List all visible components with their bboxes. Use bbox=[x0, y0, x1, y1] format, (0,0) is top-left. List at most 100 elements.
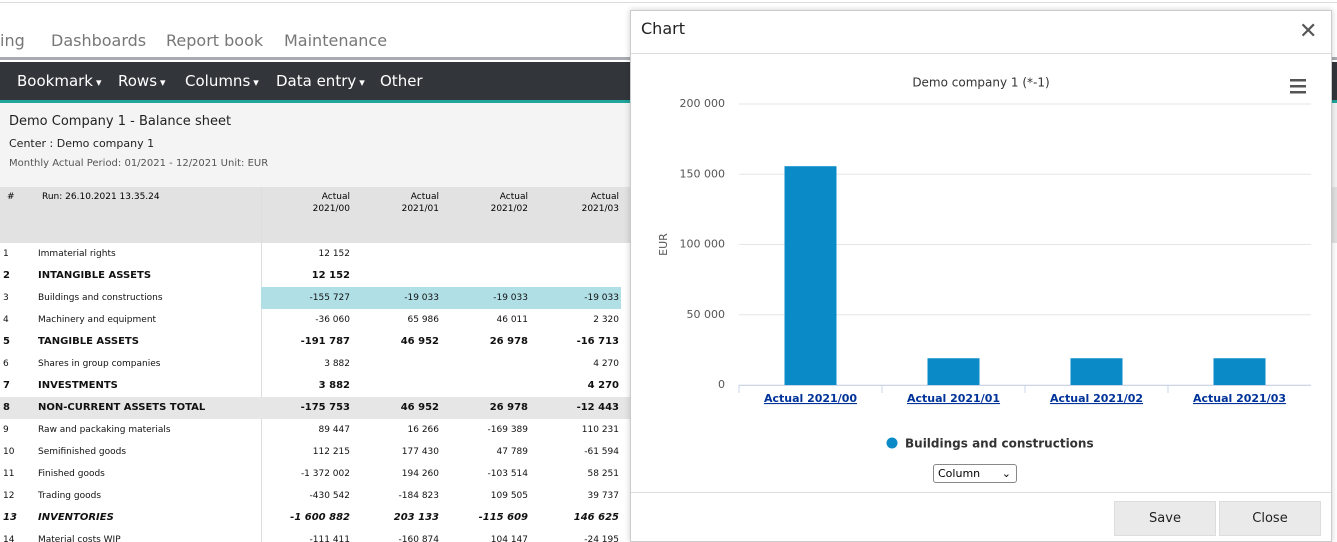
toolbar-menu[interactable]: Rows ▾ bbox=[118, 72, 166, 90]
toolbar-menu[interactable]: Data entry ▾ bbox=[276, 72, 365, 90]
cell-value: -160 874 bbox=[398, 535, 439, 542]
x-tick-label[interactable]: Actual 2021/03 bbox=[1193, 392, 1286, 405]
bar bbox=[1070, 358, 1123, 385]
row-label: Machinery and equipment bbox=[38, 315, 157, 325]
toolbar-menu[interactable]: Bookmark ▾ bbox=[17, 72, 102, 90]
cell-value: -36 060 bbox=[315, 315, 350, 325]
row-label: NON-CURRENT ASSETS TOTAL bbox=[38, 402, 206, 413]
cell-value: -16 713 bbox=[576, 336, 619, 347]
y-axis-label: EUR bbox=[657, 233, 670, 256]
cell-value: 89 447 bbox=[318, 425, 351, 435]
cell-value: -1 600 882 bbox=[290, 512, 350, 523]
cell-value: -12 443 bbox=[576, 402, 619, 413]
nav-tab[interactable]: ing bbox=[0, 31, 25, 50]
column-header-label: Actual bbox=[590, 192, 619, 202]
y-tick-label: 150 000 bbox=[680, 167, 726, 180]
row-label: Shares in group companies bbox=[38, 359, 161, 369]
save-button[interactable]: Save bbox=[1114, 501, 1216, 536]
cell-value: 203 133 bbox=[393, 512, 439, 523]
cell-value: 39 737 bbox=[587, 491, 620, 501]
dropdown-arrow: ▾ bbox=[253, 76, 259, 89]
header-number: # bbox=[7, 192, 15, 202]
row-number: 12 bbox=[3, 491, 15, 501]
column-header-period: 2021/02 bbox=[490, 204, 528, 214]
row-label: Raw and packaking materials bbox=[38, 425, 171, 435]
cell-value: -61 594 bbox=[584, 447, 619, 457]
nav-tab[interactable]: Report book bbox=[166, 31, 264, 50]
bar bbox=[784, 166, 837, 385]
menu-icon-bar bbox=[1290, 79, 1306, 82]
select-arrow: ⌄ bbox=[1001, 467, 1011, 480]
row-number: 4 bbox=[3, 315, 9, 325]
dialog-title: Chart bbox=[641, 19, 685, 38]
cell-value: 16 266 bbox=[407, 425, 440, 435]
cell-value: 2 320 bbox=[593, 315, 619, 325]
row-label: Semifinished goods bbox=[38, 447, 127, 457]
y-tick-label: 50 000 bbox=[687, 308, 726, 321]
report-period: Monthly Actual Period: 01/2021 - 12/2021… bbox=[9, 158, 269, 169]
row-number: 14 bbox=[3, 535, 15, 542]
cell-value: -191 787 bbox=[300, 336, 350, 347]
row-number: 13 bbox=[3, 512, 17, 523]
cell-value: -430 542 bbox=[309, 491, 350, 501]
dropdown-arrow: ▾ bbox=[96, 76, 102, 89]
select-value: Column bbox=[938, 467, 981, 480]
cell-value: 58 251 bbox=[587, 469, 620, 479]
chart: Demo company 1 (*-1) EUR 0 50 000 100 000 150… bbox=[657, 76, 1311, 451]
cell-value: -19 033 bbox=[493, 293, 528, 303]
row-label: Trading goods bbox=[38, 491, 102, 501]
column-header-period: 2021/01 bbox=[401, 204, 439, 214]
cell-value: 110 231 bbox=[581, 425, 619, 435]
column-header-label: Actual bbox=[321, 192, 350, 202]
row-label: Material costs WIP bbox=[38, 535, 121, 542]
bar bbox=[927, 358, 980, 385]
cell-value: -115 609 bbox=[478, 512, 528, 523]
cell-value: -24 195 bbox=[584, 535, 619, 542]
row-number: 9 bbox=[3, 425, 9, 435]
chart-type-select[interactable]: Column ⌄ bbox=[933, 464, 1017, 483]
column-header-period: 2021/03 bbox=[581, 204, 619, 214]
toolbar-menu[interactable]: Other bbox=[380, 72, 423, 90]
row-number: 8 bbox=[3, 402, 10, 413]
cell-value: -19 033 bbox=[404, 293, 439, 303]
nav-tab[interactable]: Dashboards bbox=[51, 31, 147, 50]
row-number: 1 bbox=[3, 249, 9, 259]
dialog-header-border bbox=[631, 53, 1331, 54]
cell-value: 4 270 bbox=[587, 380, 619, 391]
menu-icon-bar bbox=[1290, 91, 1306, 94]
legend-marker bbox=[886, 437, 898, 449]
column-header-label: Actual bbox=[410, 192, 439, 202]
bar bbox=[1213, 358, 1266, 385]
header-run: Run: 26.10.2021 13.35.24 bbox=[42, 192, 160, 202]
row-number: 2 bbox=[3, 270, 10, 281]
cell-value: 146 625 bbox=[573, 512, 619, 523]
column-header-label: Actual bbox=[499, 192, 528, 202]
chart-title: Demo company 1 (*-1) bbox=[912, 76, 1049, 90]
row-label: Buildings and constructions bbox=[38, 293, 163, 303]
report-center: Center : Demo company 1 bbox=[9, 137, 155, 150]
x-tick-label[interactable]: Actual 2021/02 bbox=[1050, 392, 1143, 405]
cell-value: 47 789 bbox=[496, 447, 529, 457]
cell-value: -155 727 bbox=[309, 293, 350, 303]
nav-tab[interactable]: Maintenance bbox=[284, 31, 388, 50]
chart-dialog: Chart ✕ Demo company 1 (*-1) EUR 0 50 000 10… bbox=[630, 10, 1332, 542]
cell-value: 104 147 bbox=[490, 535, 528, 542]
x-tick-label[interactable]: Actual 2021/01 bbox=[907, 392, 1000, 405]
dialog-footer-border bbox=[631, 492, 1331, 493]
y-tick-label: 100 000 bbox=[680, 238, 726, 251]
row-bg bbox=[0, 397, 630, 419]
row-number: 10 bbox=[3, 447, 15, 457]
cell-value: 194 260 bbox=[401, 469, 439, 479]
close-icon[interactable]: ✕ bbox=[1299, 19, 1318, 44]
menu-icon-bar bbox=[1290, 85, 1306, 88]
x-tick-label[interactable]: Actual 2021/00 bbox=[764, 392, 857, 405]
toolbar-menu[interactable]: Columns ▾ bbox=[185, 72, 259, 90]
legend-label: Buildings and constructions bbox=[905, 437, 1094, 451]
row-number: 3 bbox=[3, 293, 9, 303]
top-border bbox=[0, 2, 1337, 3]
cell-value: -1 372 002 bbox=[300, 469, 350, 479]
cell-value: 26 978 bbox=[489, 402, 528, 413]
close-button[interactable]: Close bbox=[1219, 501, 1321, 536]
cell-value: 46 952 bbox=[400, 402, 439, 413]
